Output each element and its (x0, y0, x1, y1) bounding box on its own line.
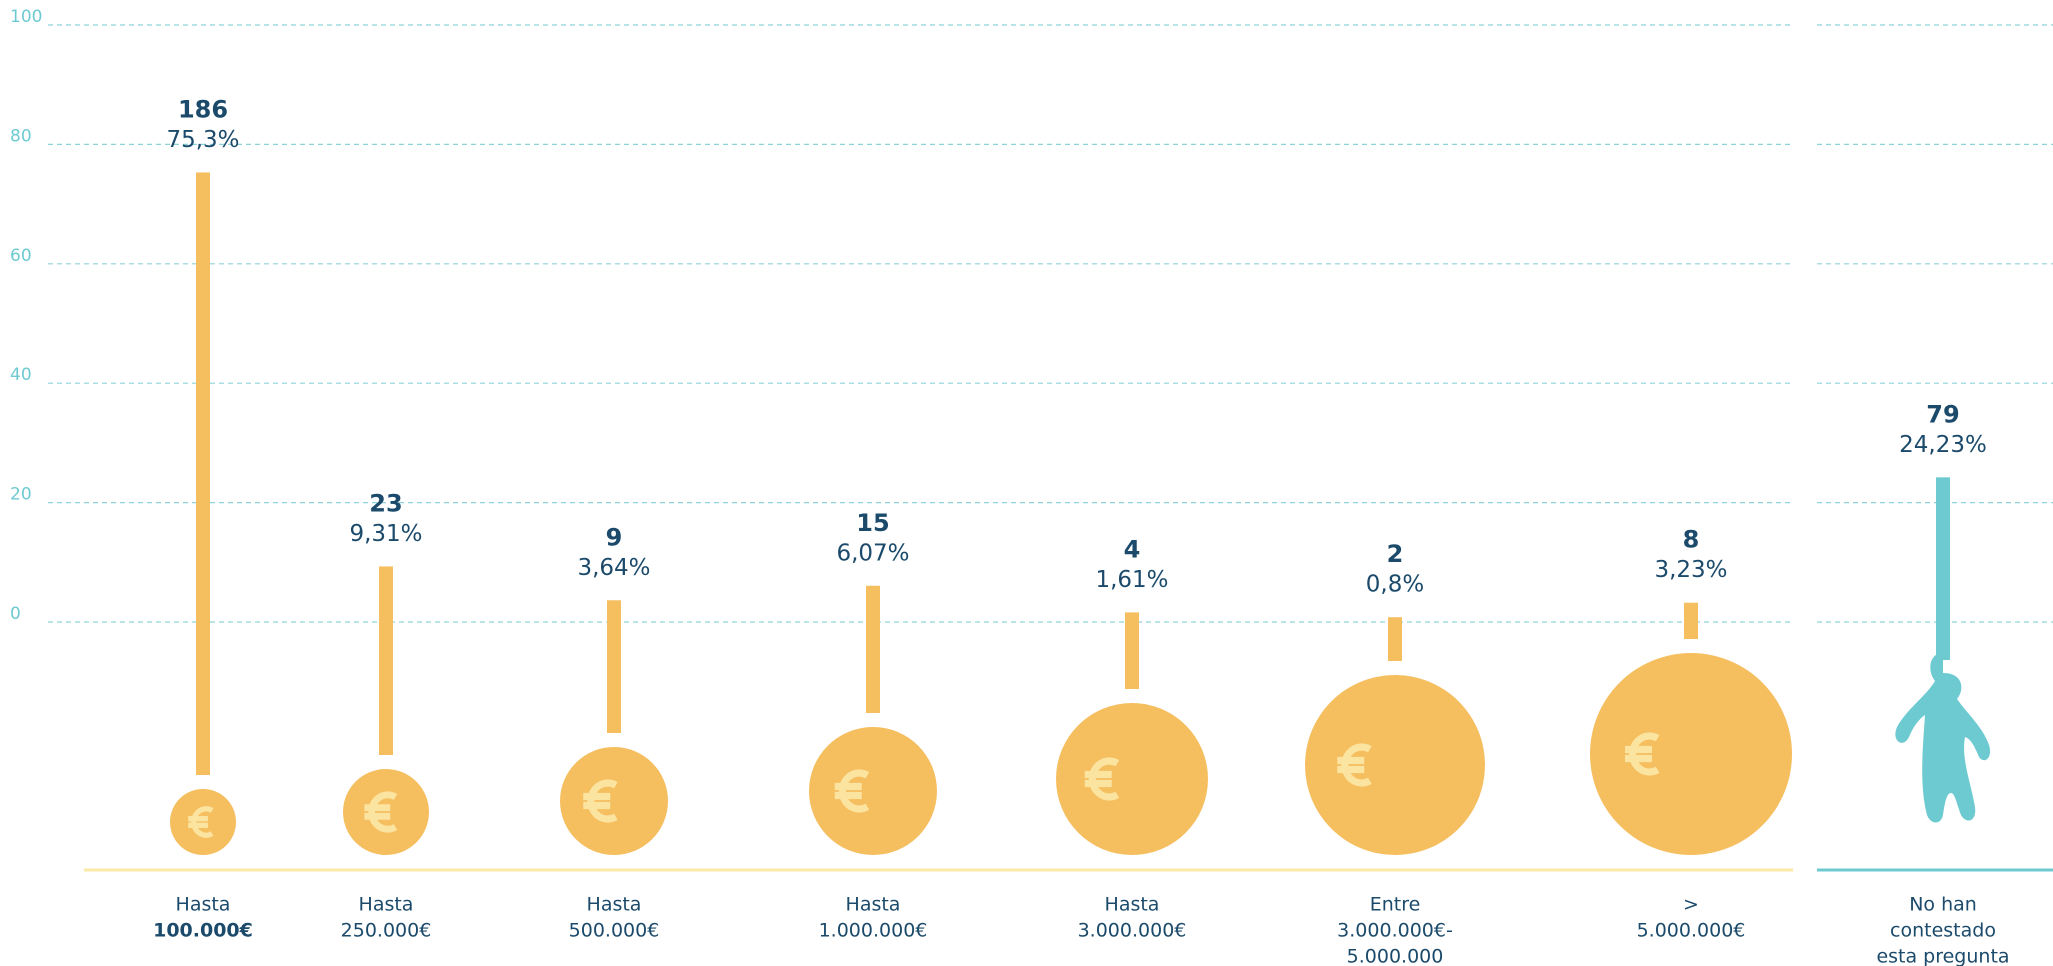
x-tick-label: 1.000.000€ (819, 920, 928, 942)
x-tick-label: 3.000.000€- (1337, 920, 1453, 942)
euro-icon (583, 779, 618, 823)
value-label: 0,8% (1366, 572, 1424, 598)
count-label: 4 (1124, 535, 1141, 563)
euro-icon (188, 806, 214, 838)
y-tick-label: 100 (10, 7, 42, 27)
x-tick-label: Hasta (176, 894, 231, 916)
euro-icon (364, 791, 398, 833)
x-tick-label: Hasta (359, 894, 414, 916)
x-tick-label: No han (1909, 894, 1977, 916)
x-tick-label: esta pregunta (1876, 946, 2009, 966)
bar (1936, 477, 1950, 660)
coin (1590, 653, 1792, 855)
x-tick-label: contestado (1890, 920, 1996, 942)
y-tick-label: 20 (10, 485, 32, 505)
count-label: 23 (369, 489, 402, 517)
bar (379, 566, 393, 755)
y-tick-label: 0 (10, 604, 21, 624)
bar (1388, 617, 1402, 661)
euro-icon (1084, 757, 1120, 801)
bar (1684, 602, 1698, 639)
count-label: 8 (1683, 526, 1700, 554)
x-tick-label: Hasta (1105, 894, 1160, 916)
value-label: 75,3% (166, 127, 239, 153)
euro-icon (834, 769, 870, 813)
bar (607, 600, 621, 733)
value-label: 9,31% (349, 521, 422, 547)
coin (809, 727, 937, 855)
y-tick-label: 60 (10, 246, 32, 266)
x-tick-label: 500.000€ (569, 920, 660, 942)
x-tick-label: 5.000.000 (1347, 946, 1444, 966)
coin (560, 747, 668, 855)
value-label: 3,23% (1654, 557, 1727, 583)
x-tick-label: Hasta (846, 894, 901, 916)
euro-icon (1625, 732, 1660, 776)
value-label: 6,07% (836, 540, 909, 566)
coin (343, 769, 429, 855)
y-tick-label: 40 (10, 365, 32, 385)
figure (1895, 653, 1991, 823)
coin (170, 789, 236, 855)
x-tick-label: > (1683, 894, 1699, 916)
euro-icon (1337, 743, 1372, 787)
x-tick-label: Hasta (587, 894, 642, 916)
bar (1125, 612, 1139, 689)
bar (196, 172, 210, 776)
value-label: 3,64% (577, 555, 650, 581)
coin (1305, 675, 1485, 855)
value-label: 1,61% (1095, 567, 1168, 593)
count-label: 9 (606, 523, 623, 551)
x-tick-label: 5.000.000€ (1637, 920, 1746, 942)
count-label: 186 (178, 95, 228, 123)
bar (866, 585, 880, 713)
x-tick-label: 100.000€ (153, 920, 253, 942)
count-label: 2 (1387, 540, 1404, 568)
y-tick-label: 80 (10, 126, 32, 146)
coin (1056, 703, 1208, 855)
count-label: 15 (856, 509, 889, 537)
x-tick-label: 3.000.000€ (1078, 920, 1187, 942)
x-tick-label: 250.000€ (341, 920, 432, 942)
value-label: 24,23% (1899, 432, 1987, 458)
x-tick-label: Entre (1370, 894, 1421, 916)
count-label: 79 (1926, 400, 1959, 428)
